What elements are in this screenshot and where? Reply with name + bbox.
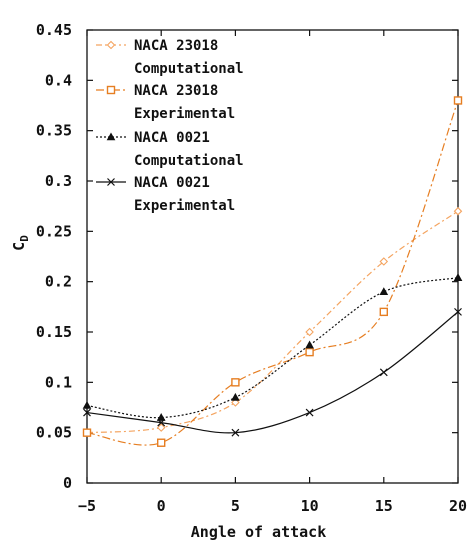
data-point-x [107, 178, 115, 186]
y-tick-label: 0.05 [36, 424, 72, 442]
legend-label: Computational [134, 61, 244, 77]
data-point-diamond [156, 423, 166, 432]
data-point-triangle [156, 413, 166, 421]
y-tick-label: 0.3 [45, 172, 72, 190]
x-tick-label: 15 [375, 497, 393, 515]
data-point-triangle [305, 340, 314, 349]
data-point-x [157, 418, 166, 427]
x-tick-label: −5 [78, 497, 96, 515]
data-point-diamond [453, 206, 463, 216]
data-point-square [379, 307, 388, 317]
legend-entry-3: NACA 0021 Computational [96, 130, 244, 169]
y-tick-label: 0.1 [45, 373, 72, 391]
series-line [86, 311, 459, 434]
legend-label: NACA 23018 [134, 38, 218, 54]
legend-entry-4: NACA 0021 Experimental [96, 175, 235, 214]
legend-label: NACA 0021 [134, 175, 210, 191]
data-point-triangle [231, 392, 240, 401]
legend: NACA 23018 Computational NACA 23018 Experim… [96, 38, 244, 214]
series-2 [82, 96, 463, 447]
data-point-square [231, 378, 240, 387]
data-point-square [82, 428, 92, 437]
series-group [82, 96, 463, 447]
series-line [86, 210, 459, 434]
series-4 [83, 307, 462, 437]
x-tick-label: 20 [449, 497, 467, 515]
data-point-triangle [379, 287, 389, 296]
legend-label: Experimental [134, 198, 235, 214]
x-tick-label: 0 [157, 497, 166, 515]
legend-label: Experimental [134, 106, 235, 122]
legend-entry-1: NACA 23018 Computational [96, 38, 244, 77]
series-1 [82, 206, 463, 437]
y-tick-label: 0.4 [45, 71, 72, 89]
data-point-square [305, 347, 314, 357]
data-point-x [83, 408, 91, 417]
legend-label: NACA 23018 [134, 83, 218, 99]
axes: −5 0 5 10 15 20 0 0.05 0.1 0.15 0.2 0.25 0.3 0.35 0.4 0… [10, 21, 467, 541]
y-tick-label: 0 [63, 474, 72, 492]
legend-entry-2: NACA 23018 Experimental [96, 83, 235, 122]
data-point-triangle [453, 273, 463, 281]
series-line [86, 277, 459, 419]
data-point-square [156, 438, 166, 447]
data-point-x [454, 307, 462, 316]
y-tick-label: 0.45 [36, 21, 72, 39]
y-axis-title: CD [10, 235, 31, 251]
series-3 [82, 273, 463, 421]
y-tick-label: 0.35 [36, 122, 72, 140]
data-point-diamond [106, 40, 116, 50]
data-point-triangle [106, 132, 116, 141]
plot-frame [86, 29, 459, 484]
data-point-square [106, 85, 116, 95]
legend-label: NACA 0021 [134, 130, 210, 146]
data-point-triangle [82, 400, 92, 409]
data-point-x [231, 428, 240, 437]
data-point-x [379, 368, 388, 377]
y-tick-label: 0.25 [36, 222, 72, 240]
data-point-x [305, 408, 314, 417]
data-point-diamond [379, 257, 389, 266]
y-tick-label: 0.2 [45, 273, 72, 291]
data-point-diamond [305, 327, 314, 337]
x-tick-label: 10 [301, 497, 319, 515]
legend-label: Computational [134, 153, 244, 169]
x-tick-label: 5 [231, 497, 240, 515]
data-point-square [453, 96, 463, 105]
x-axis-title: Angle of attack [191, 523, 326, 541]
y-tick-label: 0.15 [36, 323, 72, 341]
